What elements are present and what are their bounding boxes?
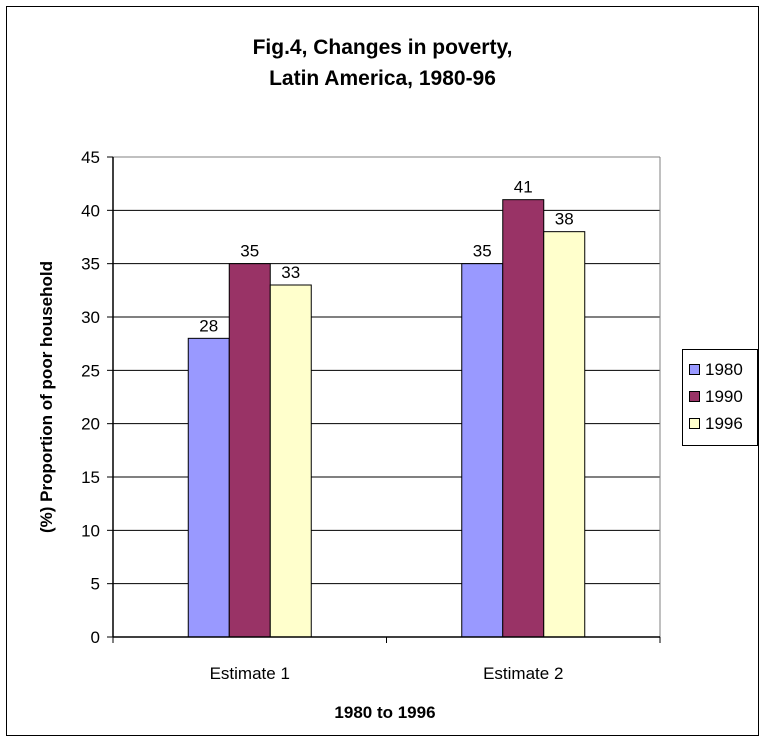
y-tick-label: 20 — [81, 415, 100, 434]
x-axis-title: 1980 to 1996 — [334, 703, 435, 722]
y-tick-label: 40 — [81, 201, 100, 220]
bar-1980-1 — [187, 337, 230, 638]
y-tick-label: 15 — [81, 468, 100, 487]
bar-1990-1 — [228, 263, 271, 638]
x-tick-label: Estimate 1 — [210, 664, 290, 683]
y-tick-label: 5 — [91, 575, 100, 594]
y-axis-title: (%) Proportion of poor household — [37, 261, 56, 533]
y-tick-label: 35 — [81, 255, 100, 274]
y-tick-label: 10 — [81, 521, 100, 540]
legend-label-1990: 1990 — [705, 387, 743, 406]
data-label-1996-1: 33 — [281, 263, 300, 282]
chart-title-line-2: Latin America, 1980-96 — [269, 67, 496, 90]
data-label-1996-2: 38 — [555, 210, 574, 229]
bar-1996-1 — [269, 284, 312, 638]
y-tick-label: 45 — [81, 148, 100, 167]
y-tick-label: 25 — [81, 361, 100, 380]
legend-label-1980: 1980 — [705, 360, 743, 379]
legend-swatch-1996 — [689, 418, 700, 429]
data-label-1990-1: 35 — [240, 242, 259, 261]
legend: 1980 1990 1996 — [682, 349, 758, 446]
data-label-1980-2: 35 — [473, 242, 492, 261]
legend-label-1996: 1996 — [705, 414, 743, 433]
data-label-1990-2: 41 — [514, 178, 533, 197]
x-tick-label: Estimate 2 — [483, 664, 563, 683]
legend-swatch-1980 — [689, 364, 700, 375]
legend-swatch-1990 — [689, 391, 700, 402]
bar-1980-2 — [461, 263, 504, 638]
y-tick-label: 0 — [91, 628, 100, 647]
data-label-1980-1: 28 — [199, 316, 218, 335]
chart-title-line-1: Fig.4, Changes in poverty, — [252, 36, 513, 59]
bar-1996-2 — [543, 231, 586, 638]
y-tick-label: 30 — [81, 308, 100, 327]
bar-1990-2 — [502, 199, 545, 638]
